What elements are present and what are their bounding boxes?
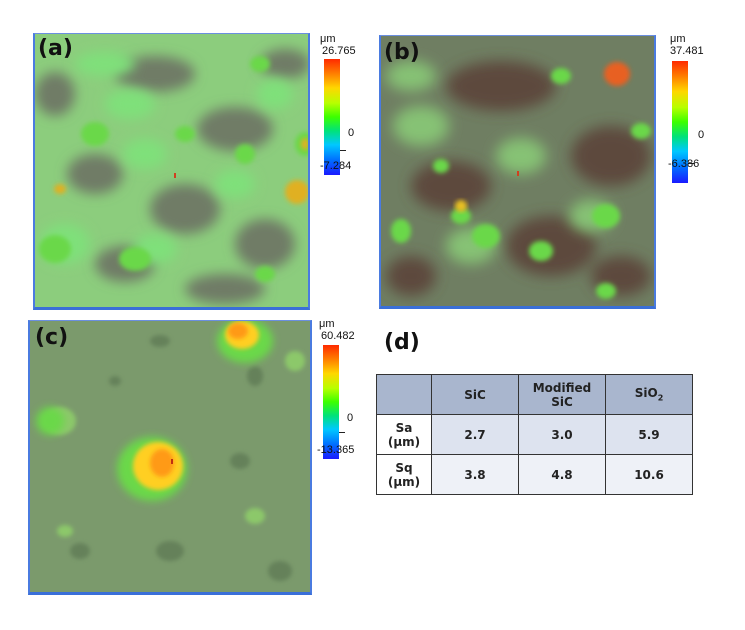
cell-sq-sio2: 10.6 (605, 454, 693, 495)
roughness-table-container: SiC Modified SiC SiO2 Sa (μm) 2.7 3.0 5.… (376, 374, 693, 495)
colorbar-a-unit: μm (320, 33, 336, 45)
colorbar-c-unit: μm (319, 318, 335, 330)
table-row: Sa (μm) 2.7 3.0 5.9 (376, 414, 693, 455)
colorbar-b-zero: 0 (698, 129, 705, 141)
header-sio2-base: SiO (634, 386, 658, 401)
colorbar-a-min: -7.284 (320, 160, 352, 172)
panel-d-letter: (d) (384, 330, 420, 355)
colorbar-c-min: -13.365 (317, 444, 355, 456)
colorbar-c-zero: 0 (347, 412, 354, 424)
row-label-sq: Sq (μm) (376, 454, 432, 495)
colorbar-a-max: 26.765 (322, 45, 356, 57)
colorbar-c-gradient (323, 345, 339, 459)
colorbar-a-gradient (324, 59, 340, 175)
panel-a-letter: (a) (38, 36, 73, 61)
height-map-a (33, 33, 310, 310)
header-sio2: SiO2 (605, 374, 693, 415)
colorbar-b-gradient (672, 61, 688, 183)
colorbar-a-zero: 0 (348, 127, 355, 139)
row-label-sq-line2: (μm) (387, 474, 421, 489)
row-label-sa: Sa (μm) (376, 414, 432, 455)
colorbar-b: μm 37.481 0 -6.386 (664, 33, 734, 183)
colorbar-b-max: 37.481 (670, 45, 704, 57)
colorbar-b-min: -6.386 (668, 158, 700, 170)
header-sio2-subscript: 2 (657, 393, 664, 403)
panel-b-letter: (b) (384, 40, 420, 65)
row-label-sa-line2: (μm) (387, 434, 421, 449)
cell-sa-sic: 2.7 (431, 414, 519, 455)
header-sic-label: SiC (464, 387, 486, 402)
height-map-c (28, 320, 312, 595)
colorbar-c: μm 60.482 0 -13.365 (317, 318, 377, 468)
colorbar-c-zero-tick (339, 432, 345, 433)
row-label-sa-line1: Sa (395, 420, 413, 435)
colorbar-b-zero-tick (688, 163, 694, 164)
header-modified-line1: Modified (532, 380, 592, 395)
height-map-a-image (35, 34, 308, 307)
colorbar-a: μm 26.765 0 -7.284 (318, 33, 378, 183)
table-header-row: SiC Modified SiC SiO2 (376, 374, 693, 415)
header-modified-sic: Modified SiC (518, 374, 606, 415)
cell-sa-sio2: 5.9 (605, 414, 693, 455)
roughness-table: SiC Modified SiC SiO2 Sa (μm) 2.7 3.0 5.… (376, 374, 693, 495)
cell-sq-modified-sic: 4.8 (518, 454, 606, 495)
table-row: Sq (μm) 3.8 4.8 10.6 (376, 454, 693, 495)
height-map-b (379, 35, 656, 309)
colorbar-b-unit: μm (670, 33, 686, 45)
header-sic: SiC (431, 374, 519, 415)
height-map-b-image (381, 36, 654, 306)
colorbar-a-zero-tick (340, 150, 346, 151)
colorbar-c-max: 60.482 (321, 330, 355, 342)
cell-sa-modified-sic: 3.0 (518, 414, 606, 455)
row-label-sq-line1: Sq (395, 460, 413, 475)
table-corner-cell (376, 374, 432, 415)
cell-sq-sic: 3.8 (431, 454, 519, 495)
header-modified-line2: SiC (551, 394, 573, 409)
panel-c-letter: (c) (35, 325, 69, 350)
height-map-c-image (30, 321, 310, 592)
